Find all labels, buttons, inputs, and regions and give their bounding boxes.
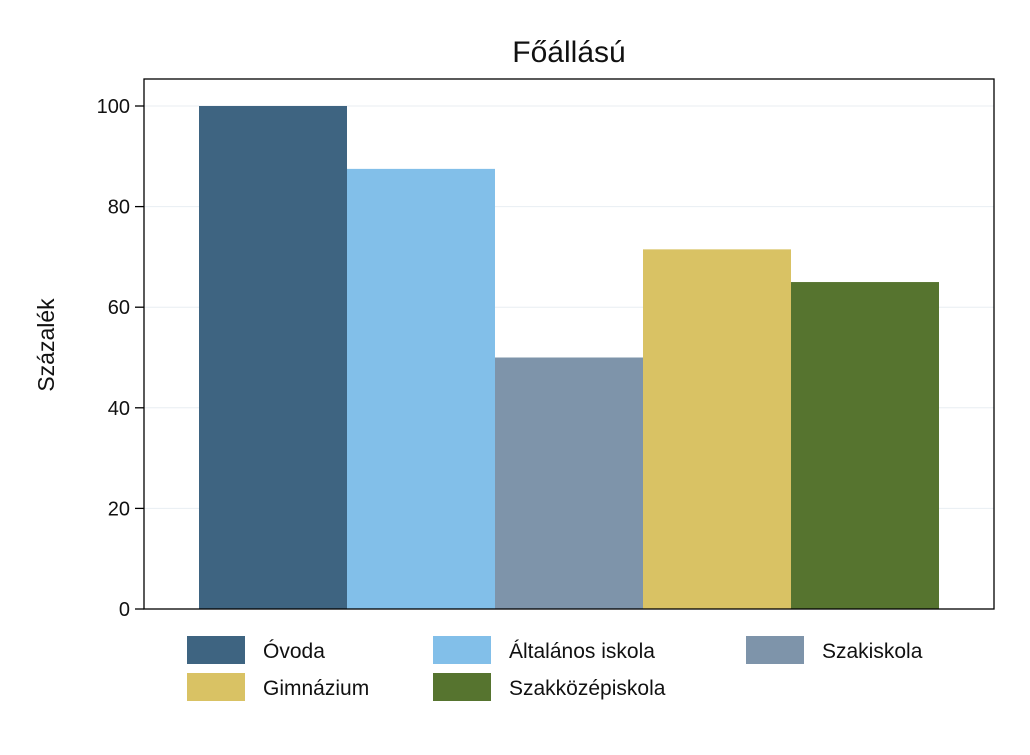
bar-1 — [199, 106, 347, 609]
bar-4 — [643, 249, 791, 610]
legend-label: Gimnázium — [263, 677, 369, 700]
chart-title: Főállású — [512, 36, 625, 69]
y-tick-label: 100 — [97, 96, 130, 118]
bars — [199, 106, 939, 610]
bar-3 — [495, 357, 643, 609]
y-tick-label: 40 — [108, 398, 130, 420]
y-tick-label: 60 — [108, 297, 130, 319]
y-tick-label: 0 — [119, 599, 130, 621]
bar-5 — [791, 282, 939, 609]
legend-label: Szakközépiskola — [509, 677, 666, 700]
legend-swatch — [746, 636, 804, 664]
legend-label: Óvoda — [263, 640, 325, 663]
legend-swatch — [433, 673, 491, 701]
legend-label: Szakiskola — [822, 640, 923, 663]
y-tick-label: 20 — [108, 498, 130, 520]
y-tick-label: 80 — [108, 197, 130, 219]
y-axis-label: Százalék — [33, 298, 59, 392]
legend-swatch — [187, 673, 245, 701]
legend-swatch — [187, 636, 245, 664]
legend: Óvoda Általános iskola Szakiskola Gimnázium… — [187, 636, 923, 701]
bar-2 — [347, 168, 495, 609]
plot-frame — [143, 78, 995, 610]
legend-label: Általános iskola — [509, 640, 655, 663]
legend-swatch — [433, 636, 491, 664]
y-axis: 0 20 40 60 80 100 — [97, 96, 144, 621]
